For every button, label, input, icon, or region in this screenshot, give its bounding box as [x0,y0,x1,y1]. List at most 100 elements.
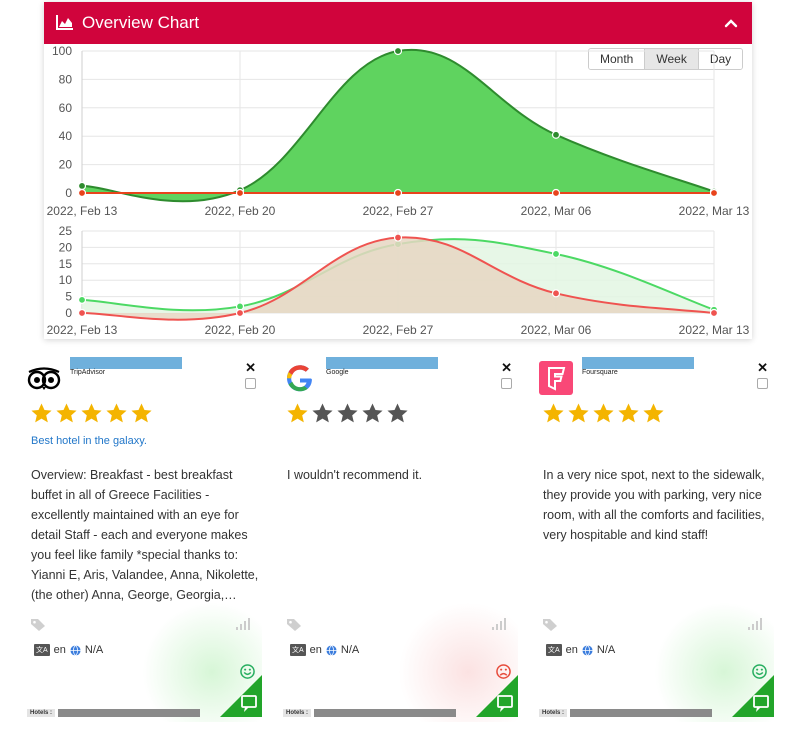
x-tick-label: 2022, Feb 13 [47,204,118,218]
close-icon[interactable]: ✕ [501,360,512,375]
series-area-2 [82,237,714,320]
y-tick-label: 25 [59,224,73,238]
signal-bars-icon [236,618,250,630]
data-point[interactable] [551,188,561,198]
panel-header: Overview Chart [44,2,752,44]
x-tick-label: 2022, Mar 06 [521,204,592,218]
language-code: en [565,644,578,656]
data-point[interactable] [393,233,403,242]
language-code: en [53,644,66,656]
star-icon [131,403,152,423]
data-point[interactable] [709,188,719,198]
sentiment-icon [240,664,255,679]
close-icon[interactable]: ✕ [245,360,256,375]
collapse-chevron-up-icon[interactable] [720,12,742,34]
x-tick-label: 2022, Feb 20 [205,204,276,218]
tag-icon[interactable] [542,618,558,632]
source-name: Foursquare [582,369,618,376]
language-row: 文A en N/A [290,644,359,656]
star-icon [387,403,408,423]
data-point[interactable] [77,308,87,318]
rating-stars [30,402,153,425]
star-icon [56,403,77,423]
tag-icon[interactable] [286,618,302,632]
reply-corner-button[interactable] [732,675,774,717]
star-icon [312,403,333,423]
data-point[interactable] [709,308,719,318]
language-icon: 文A [34,644,50,656]
data-point[interactable] [393,46,403,56]
data-point[interactable] [551,289,561,298]
y-tick-label: 15 [59,257,73,271]
review-title: Best hotel in the galaxy. [31,435,147,447]
data-point[interactable] [551,130,561,139]
x-tick-label: 2022, Feb 13 [47,323,118,337]
star-icon [643,403,664,423]
rating-stars [542,402,665,425]
panel-title: Overview Chart [82,13,200,32]
tripadvisor-logo-icon [26,360,62,396]
review-text: In a very nice spot, next to the sidewal… [543,468,765,542]
globe-icon [326,644,337,656]
select-checkbox[interactable] [245,378,256,389]
hotels-value-redacted [570,709,712,717]
select-checkbox[interactable] [757,378,768,389]
globe-icon [582,644,593,656]
data-point[interactable] [77,295,87,304]
y-tick-label: 0 [65,186,72,200]
range-month-button[interactable]: Month [589,49,646,69]
hotels-value-redacted [314,709,456,717]
x-tick-label: 2022, Feb 20 [205,323,276,337]
star-icon [543,403,564,423]
chart-1: 0 20 40 60 80 100 2022, Feb 13 2022, Feb 20 2022… [47,44,750,218]
language-icon: 文A [546,644,562,656]
star-icon [287,403,308,423]
hotels-value-redacted [58,709,200,717]
country-value: N/A [596,644,616,656]
language-row: 文A en N/A [546,644,615,656]
hotels-label: Hotels : [283,709,312,717]
sentiment-icon [496,664,511,679]
y-tick-label: 60 [59,101,73,115]
globe-icon [70,644,81,656]
y-tick-label: 100 [52,44,72,58]
reviewer-name-redacted [582,357,694,369]
language-icon: 文A [290,644,306,656]
signal-bars-icon [492,618,506,630]
data-point[interactable] [393,188,403,198]
reply-corner-button[interactable] [220,675,262,717]
star-icon [618,403,639,423]
review-card-foursquare: Foursquare ✕ In a very nice spot, next t… [538,352,774,722]
review-card-google: Google ✕ I wouldn't recommend it. 文A en [282,352,518,722]
data-point[interactable] [235,302,245,311]
y-tick-label: 20 [59,158,73,172]
y-tick-label: 80 [59,72,73,86]
source-name: TripAdvisor [70,369,106,376]
star-icon [568,403,589,423]
reply-corner-button[interactable] [476,675,518,717]
signal-bars-icon [748,618,762,630]
review-text: I wouldn't recommend it. [287,468,423,482]
data-point[interactable] [551,249,561,259]
range-day-button[interactable]: Day [698,49,743,69]
reviewer-name-redacted [326,357,438,369]
star-icon [593,403,614,423]
language-row: 文A en N/A [34,644,103,656]
y-tick-label: 20 [59,240,73,254]
range-toggle: Month Week Day [588,48,744,70]
rating-stars [286,402,409,425]
chart-2: 0 5 10 15 20 25 2022, Feb 13 2022, Feb 20 2022, … [47,224,750,337]
foursquare-logo-icon [538,360,574,396]
tag-icon[interactable] [30,618,46,632]
x-tick-label: 2022, Mar 06 [521,323,592,337]
data-point[interactable] [77,181,87,190]
range-week-button[interactable]: Week [645,49,699,69]
data-point[interactable] [235,308,245,318]
select-checkbox[interactable] [501,378,512,389]
data-point[interactable] [235,188,245,198]
close-icon[interactable]: ✕ [757,360,768,375]
country-value: N/A [340,644,360,656]
star-icon [31,403,52,423]
data-point[interactable] [77,188,87,198]
